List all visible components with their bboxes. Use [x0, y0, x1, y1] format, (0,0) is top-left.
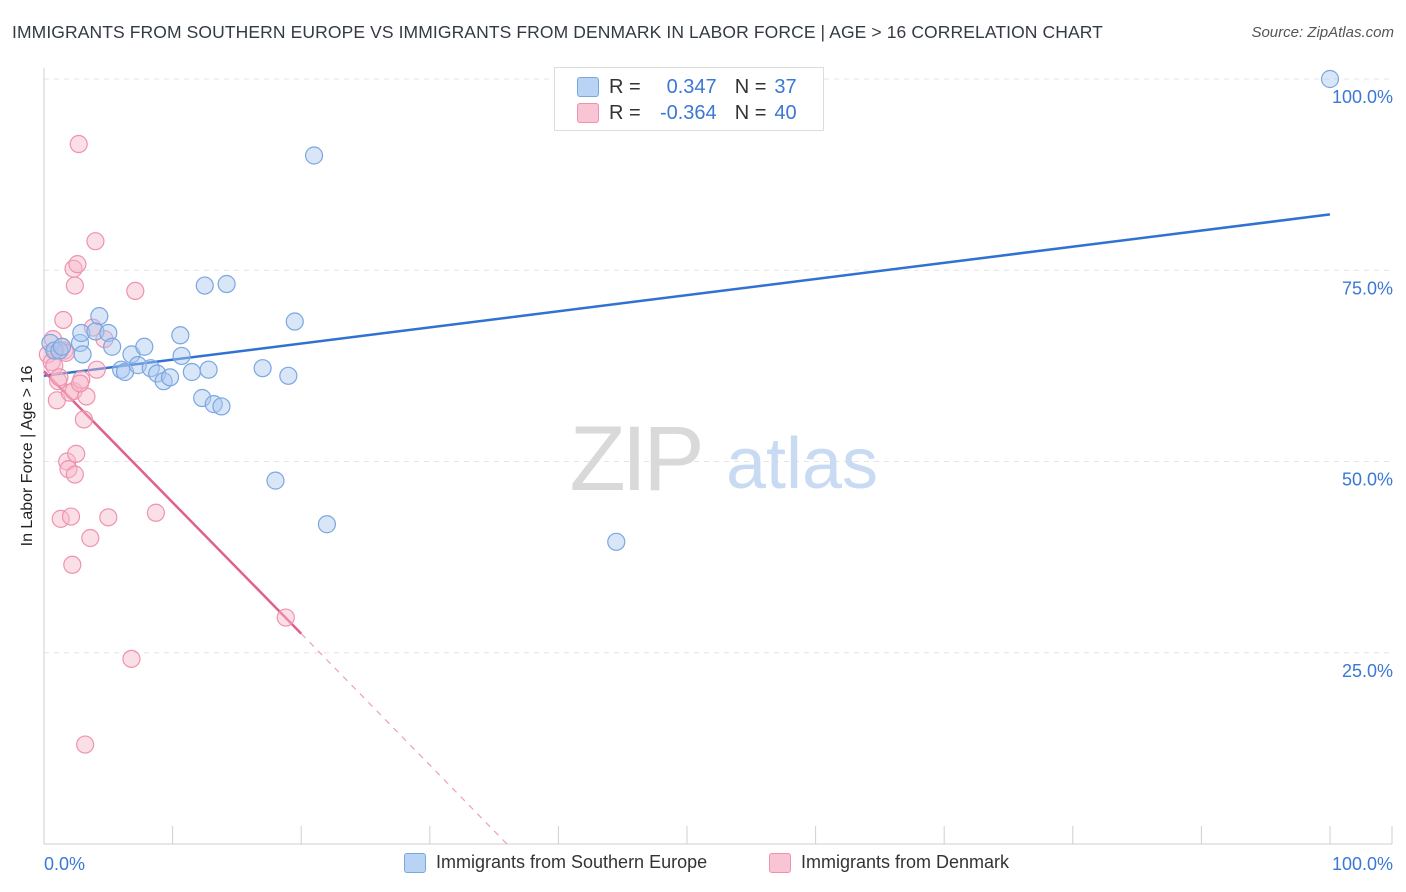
point-denmark — [65, 276, 84, 295]
point-southern-europe — [285, 312, 304, 331]
trendline-southern-europe — [43, 213, 1331, 378]
trendline-denmark — [43, 370, 303, 635]
point-denmark — [67, 444, 86, 463]
watermark-atlas: atlas — [726, 424, 878, 504]
point-southern-europe — [253, 359, 272, 378]
source-credit: Source: ZipAtlas.com — [1251, 24, 1394, 41]
point-denmark — [63, 555, 82, 574]
point-denmark — [68, 255, 87, 274]
legend-n-value: 40 — [774, 101, 797, 124]
point-denmark — [69, 134, 88, 154]
series-legend-item-denmark: Immigrants from Denmark — [769, 852, 1009, 873]
point-southern-europe — [73, 345, 92, 364]
point-southern-europe — [135, 337, 154, 356]
legend-r-label: R = — [609, 75, 641, 98]
correlation-legend: R = 0.347 N = 37 R = -0.364 N = 40 — [554, 67, 824, 131]
point-southern-europe — [217, 274, 236, 294]
point-southern-europe — [171, 326, 190, 345]
legend-n-label: N = — [734, 101, 767, 124]
point-southern-europe — [1320, 69, 1340, 89]
point-southern-europe — [172, 346, 191, 366]
series-label-denmark: Immigrants from Denmark — [801, 852, 1010, 872]
legend-row-blue: R = 0.347 N = 37 — [577, 74, 797, 100]
point-southern-europe — [212, 397, 231, 416]
point-denmark — [126, 281, 145, 301]
point-southern-europe — [160, 368, 180, 387]
point-denmark — [74, 410, 93, 429]
point-denmark — [122, 649, 141, 668]
point-denmark — [86, 232, 105, 251]
point-denmark — [87, 360, 106, 379]
y-tick-label: 75.0% — [1342, 278, 1393, 298]
legend-n-value: 37 — [774, 75, 797, 98]
point-southern-europe — [607, 532, 626, 551]
legend-n-label: N = — [734, 75, 767, 98]
y-tick-label: 50.0% — [1342, 470, 1393, 490]
point-southern-europe — [182, 362, 201, 382]
legend-r-label: R = — [609, 101, 641, 124]
series-legend: Immigrants from Southern Europe Immigran… — [0, 852, 1406, 878]
point-denmark — [65, 465, 84, 484]
trendlines — [43, 213, 1331, 845]
tick-labels: 25.0% 50.0% 75.0% 100.0% 0.0% 100.0% — [44, 87, 1393, 874]
legend-swatch-pink — [577, 103, 599, 123]
point-southern-europe — [195, 276, 214, 295]
point-denmark — [276, 608, 295, 627]
point-southern-europe — [266, 471, 285, 490]
legend-row-pink: R = -0.364 N = 40 — [577, 100, 797, 126]
series-swatch-blue — [404, 852, 426, 873]
point-southern-europe — [193, 388, 212, 408]
point-southern-europe — [304, 146, 324, 165]
point-southern-europe — [279, 366, 298, 385]
point-denmark — [146, 503, 165, 522]
series-label-southern-europe: Immigrants from Southern Europe — [436, 852, 708, 872]
point-southern-europe — [103, 337, 122, 356]
chart-title: IMMIGRANTS FROM SOUTHERN EUROPE VS IMMIG… — [12, 22, 1103, 42]
point-southern-europe — [52, 337, 72, 356]
point-denmark — [99, 508, 118, 527]
point-southern-europe — [317, 515, 337, 534]
gridlines — [44, 78, 1392, 654]
legend-r-value: -0.364 — [659, 101, 717, 124]
legend-swatch-blue — [577, 77, 599, 97]
y-tick-label: 25.0% — [1342, 661, 1393, 681]
point-denmark — [54, 310, 73, 330]
x-tick-label: 100.0% — [1332, 854, 1393, 874]
y-tick-label: 100.0% — [1332, 87, 1393, 107]
point-southern-europe — [99, 323, 118, 343]
point-denmark — [81, 528, 100, 548]
watermark-zip: ZIP — [569, 408, 700, 510]
x-tick-label: 0.0% — [44, 854, 85, 874]
point-southern-europe — [199, 360, 218, 379]
point-denmark — [70, 374, 90, 393]
data-points — [38, 69, 1340, 754]
point-southern-europe — [90, 307, 109, 326]
series-swatch-pink — [769, 852, 791, 873]
point-denmark — [61, 507, 81, 526]
trendline-denmark-extension — [300, 633, 508, 845]
watermark: ZIP atlas — [569, 408, 878, 510]
axes — [43, 68, 1393, 845]
legend-r-value: 0.347 — [666, 75, 717, 98]
point-denmark — [76, 735, 95, 754]
point-southern-europe — [72, 323, 91, 343]
point-denmark — [50, 368, 69, 387]
series-legend-item-southern-europe: Immigrants from Southern Europe — [404, 852, 707, 873]
